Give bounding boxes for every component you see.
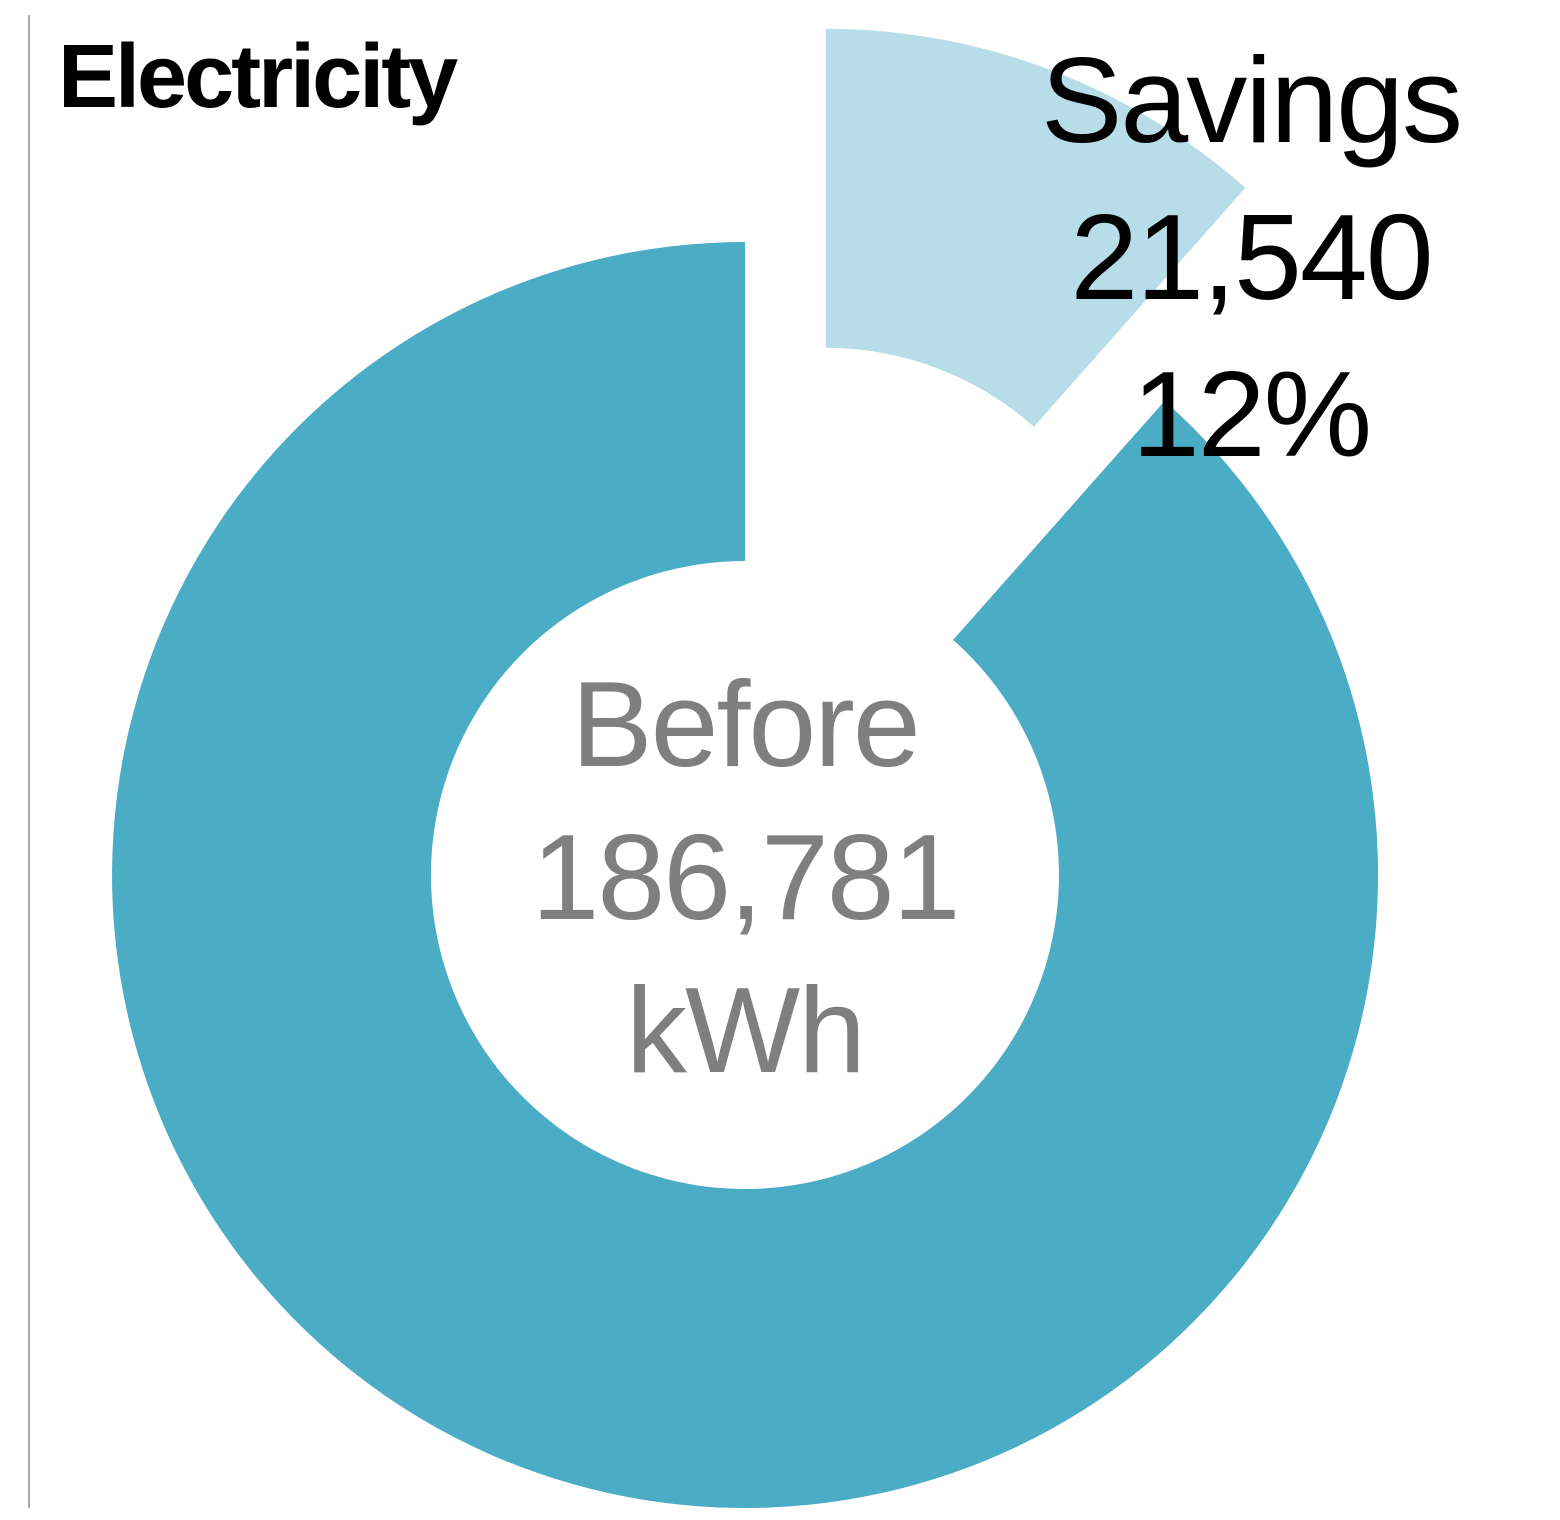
center-label-value: 186,781 [531, 809, 961, 945]
center-label-name: Before [571, 656, 920, 792]
donut-center-label: Before 186,781 kWh [395, 648, 1095, 1107]
chart-title: Electricity [58, 27, 458, 127]
savings-callout-percent: 12% [1131, 346, 1372, 482]
center-label-unit: kWh [626, 962, 866, 1098]
savings-callout-name: Savings [1040, 32, 1463, 168]
slide-edge-line [28, 15, 30, 1508]
donut-slice-savings [825, 28, 1246, 427]
savings-callout-value: 21,540 [1070, 189, 1433, 325]
donut-slice-before-remaining [112, 242, 1379, 1508]
savings-callout-label: Savings 21,540 12% [1018, 22, 1484, 493]
